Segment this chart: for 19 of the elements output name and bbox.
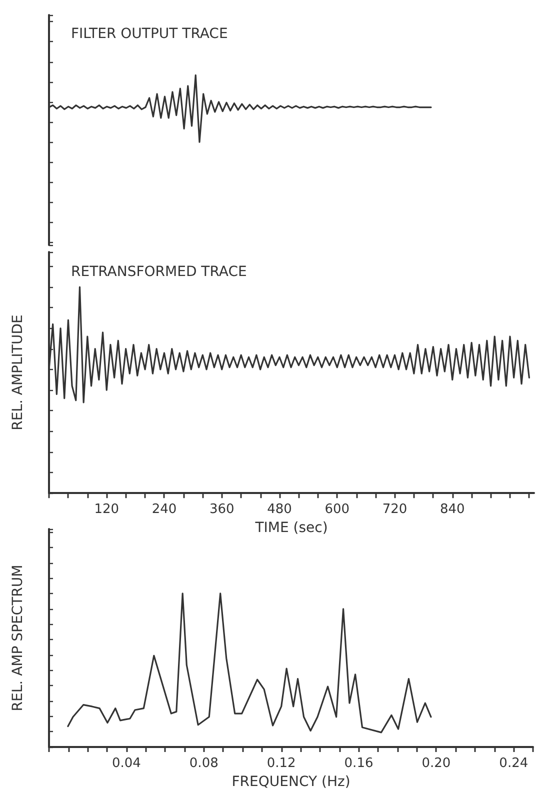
chart-title: FILTER OUTPUT TRACE [71,26,228,42]
x-tick-label: 0.08 [189,756,218,771]
x-tick-label: 0.12 [266,756,296,771]
chart-title: RETRANSFORMED TRACE [71,264,247,280]
x-tick-label: 720 [382,502,408,518]
x-axis-title: TIME (sec) [254,520,328,536]
x-tick-label: 480 [267,502,292,518]
x-tick-label: 0.20 [422,756,451,771]
x-tick-label: 240 [152,502,177,518]
x-tick-label: 0.16 [344,756,374,771]
x-tick-label: 600 [324,502,350,518]
x-tick-label: 840 [440,502,465,518]
y-axis-title: REL. AMPLITUDE [10,314,26,430]
x-tick-label: 120 [94,502,120,518]
y-axis-title: REL. AMP SPECTRUM [10,564,26,712]
x-tick-label: 0.04 [112,756,141,771]
x-tick-label: 0.24 [499,756,528,771]
x-tick-label: 360 [209,502,234,518]
x-axis-title: FREQUENCY (Hz) [232,774,350,790]
